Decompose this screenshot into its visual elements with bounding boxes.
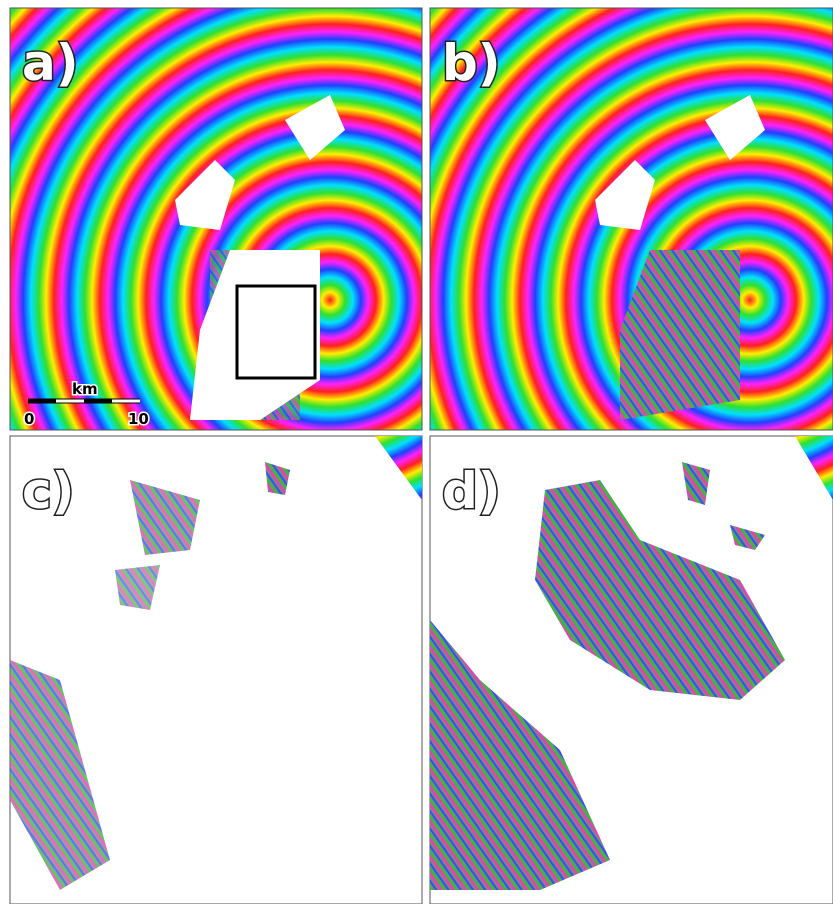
figure: km 0 10 a) b) c) d) xyxy=(0,0,833,904)
panel-label: b) xyxy=(442,34,501,92)
scale-unit: km xyxy=(72,380,98,398)
panel-a: km 0 10 a) xyxy=(10,8,422,430)
panel-c: c) xyxy=(10,436,422,904)
panel-label: c) xyxy=(22,462,75,520)
scale-start: 0 xyxy=(24,410,34,428)
panel-label: d) xyxy=(442,462,501,520)
panel-b: b) xyxy=(430,8,833,430)
panel-label: a) xyxy=(22,34,79,92)
panel-d: d) xyxy=(430,436,833,904)
scale-end: 10 xyxy=(128,410,149,428)
